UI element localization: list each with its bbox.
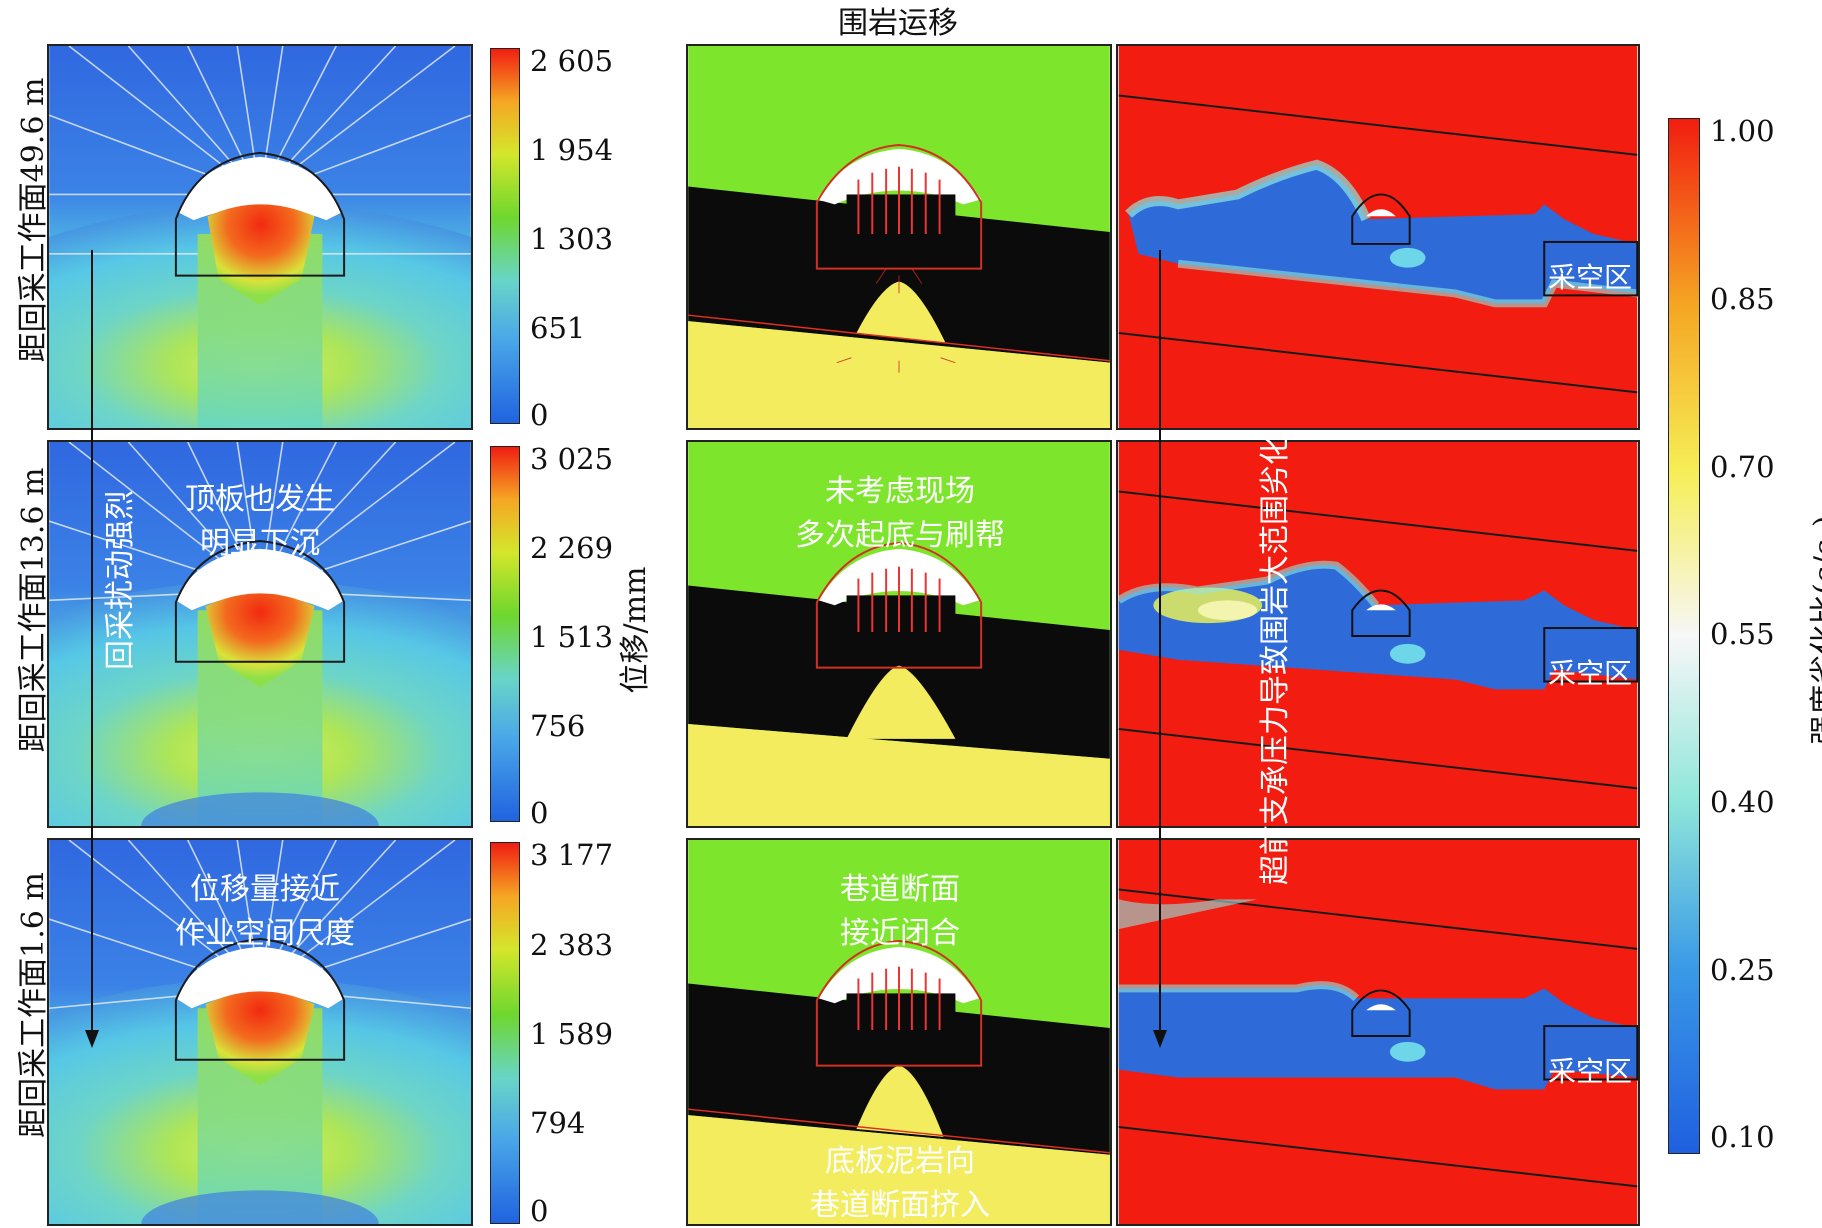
movement-panel-1 <box>686 44 1112 430</box>
colorbar3-tick-2: 1 589 <box>530 1017 614 1051</box>
movement-panel-3 <box>686 838 1112 1226</box>
displacement-panel-3 <box>47 838 473 1226</box>
degradation-label: 超前支承压力导致围岩大范围劣化 <box>1258 435 1293 885</box>
disturbance-arrow <box>85 250 99 1048</box>
colorbar1-tick-2: 1 303 <box>530 222 614 256</box>
displacement-panel-1 <box>47 44 473 430</box>
strength-panel-1 <box>1116 44 1640 430</box>
colorbar2-tick-2: 1 513 <box>530 620 614 654</box>
strength-panel-3 <box>1116 838 1640 1226</box>
row-label-1: 距回采工作面49.6 m <box>16 77 51 363</box>
strength-tick-2: 0.70 <box>1710 450 1775 484</box>
roof-note: 顶板也发生 明显下沉 <box>150 478 370 566</box>
disturbance-label: 回采扰动强烈 <box>103 490 138 670</box>
colorbar3-tick-4: 0 <box>530 1194 549 1228</box>
strength-tick-6: 0.10 <box>1710 1120 1775 1154</box>
displacement-panel-2 <box>47 440 473 828</box>
field-note: 未考虑现场 多次起底与刷帮 <box>770 470 1030 558</box>
colorbar3-tick-3: 794 <box>530 1106 586 1140</box>
movement-panel-2 <box>686 440 1112 828</box>
strength-tick-5: 0.25 <box>1710 953 1775 987</box>
figure-title: 围岩运移 <box>838 6 958 41</box>
floor-note-line1: 底板泥岩向 <box>825 1144 975 1179</box>
goaf-label-1: 采空区 <box>1548 261 1633 294</box>
near-note: 位移量接近 作业空间尺度 <box>140 868 390 956</box>
colorbar1-tick-0: 2 605 <box>530 44 614 78</box>
colorbar1-tick-1: 1 954 <box>530 133 614 167</box>
roof-note-line2: 明显下沉 <box>200 526 320 561</box>
colorbar2-tick-1: 2 269 <box>530 531 614 565</box>
strength-colorbar <box>1668 118 1700 1154</box>
closure-note-line1: 巷道断面 <box>840 872 960 907</box>
colorbar3-tick-1: 2 383 <box>530 928 614 962</box>
closure-note-line2: 接近闭合 <box>840 916 960 951</box>
displacement-colorbar-2 <box>490 446 520 822</box>
colorbar2-tick-4: 0 <box>530 796 549 830</box>
field-note-line2: 多次起底与刷帮 <box>795 518 1005 553</box>
colorbar2-tick-3: 756 <box>530 709 586 743</box>
roof-note-line1: 顶板也发生 <box>185 482 335 517</box>
goaf-label-3: 采空区 <box>1548 1055 1633 1088</box>
goaf-label-2: 采空区 <box>1548 657 1633 690</box>
strength-tick-3: 0.55 <box>1710 617 1775 651</box>
colorbar2-tick-0: 3 025 <box>530 442 614 476</box>
strength-axis-label: 强度劣化比(c/c₀) <box>1808 515 1822 745</box>
strength-panel-2 <box>1116 440 1640 828</box>
displacement-colorbar-1 <box>490 48 520 424</box>
colorbar1-tick-4: 0 <box>530 398 549 432</box>
strength-tick-0: 1.00 <box>1710 114 1775 148</box>
strength-tick-1: 0.85 <box>1710 282 1775 316</box>
strength-tick-4: 0.40 <box>1710 785 1775 819</box>
colorbar1-tick-3: 651 <box>530 311 586 345</box>
floor-note: 底板泥岩向 巷道断面挤入 <box>770 1140 1030 1228</box>
row-label-3: 距回采工作面1.6 m <box>16 872 51 1138</box>
closure-note: 巷道断面 接近闭合 <box>780 868 1020 956</box>
displacement-axis-label: 位移/mm <box>618 566 653 694</box>
near-note-line1: 位移量接近 <box>190 872 340 907</box>
row-label-2: 距回采工作面13.6 m <box>16 467 51 753</box>
near-note-line2: 作业空间尺度 <box>175 916 355 951</box>
floor-note-line2: 巷道断面挤入 <box>810 1188 990 1223</box>
degradation-arrow <box>1153 250 1167 1048</box>
field-note-line1: 未考虑现场 <box>825 474 975 509</box>
colorbar3-tick-0: 3 177 <box>530 838 614 872</box>
displacement-colorbar-3 <box>490 842 520 1224</box>
